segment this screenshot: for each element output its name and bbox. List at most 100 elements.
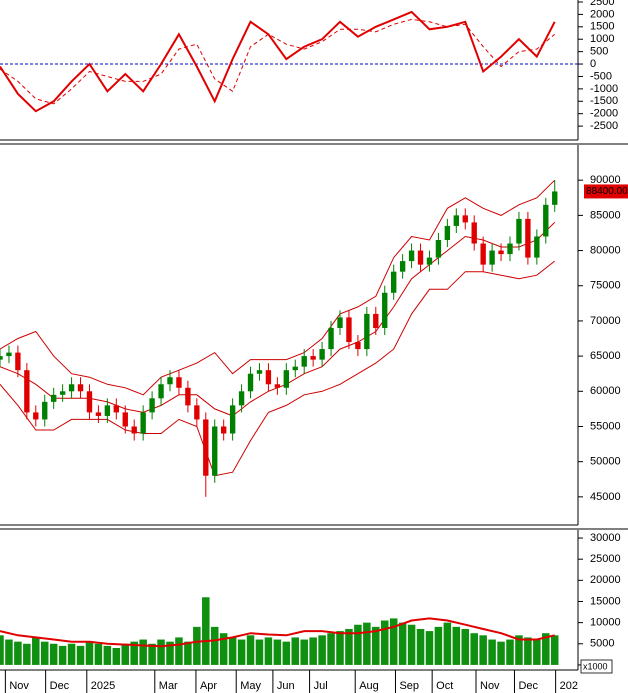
candle-body — [346, 317, 352, 343]
candle-body — [471, 222, 477, 244]
candle-body — [33, 412, 39, 420]
candle-body — [68, 384, 75, 392]
candle-body — [283, 370, 289, 388]
x-tick-label: Oct — [436, 680, 453, 692]
volume-bar — [157, 639, 165, 665]
candle-body — [525, 218, 531, 258]
volume-bar — [542, 633, 550, 665]
volume-bar — [246, 635, 255, 665]
series-line — [0, 18, 556, 105]
candle-body — [77, 384, 84, 392]
x-tick-label: Aug — [359, 680, 379, 692]
candle-body — [167, 377, 173, 385]
candle-body — [391, 271, 397, 293]
x-tick-label: Mar — [159, 680, 178, 692]
y-tick-label: -2000 — [590, 108, 618, 120]
candle-body — [364, 313, 370, 350]
volume-bar — [318, 635, 326, 665]
candle-body — [453, 215, 459, 226]
y-tick-label: 45000 — [590, 491, 621, 503]
volume-bar — [219, 633, 228, 665]
y-tick-label: 30000 — [590, 532, 621, 544]
candle-body — [373, 313, 379, 328]
volume-bar — [461, 628, 470, 665]
volume-bar — [58, 645, 67, 665]
candle-body — [51, 394, 57, 402]
candle-body — [507, 243, 513, 255]
volume-bar — [291, 637, 300, 665]
volume-bar — [76, 645, 85, 665]
x-tick-label: 2025 — [91, 680, 115, 692]
candle-body — [408, 250, 415, 262]
volume-bar — [300, 639, 308, 665]
candle-body — [399, 261, 406, 272]
last-price-box — [584, 184, 628, 199]
volume-bar — [67, 643, 76, 665]
candle-body — [113, 405, 119, 413]
volume-bar — [237, 639, 246, 665]
candle-body — [543, 204, 549, 237]
candle-body — [221, 426, 227, 434]
candle-body — [265, 370, 272, 385]
volume-bar — [515, 635, 523, 665]
candle-body — [59, 391, 66, 395]
candle-body — [86, 391, 93, 413]
x-tick-label: Jul — [314, 680, 328, 692]
x-tick-label: Dec — [50, 680, 70, 692]
volume-bar — [94, 643, 103, 665]
x-tick-label: Apr — [200, 680, 217, 692]
y-tick-label: 70000 — [590, 315, 621, 327]
volume-bar — [166, 641, 174, 665]
candle-body — [176, 377, 182, 388]
candle-body — [319, 349, 325, 360]
volume-bar — [479, 635, 487, 665]
volume-bar — [309, 637, 317, 665]
volume-bar — [425, 631, 434, 665]
y-tick-label: -1500 — [590, 95, 618, 107]
volume-bar — [112, 648, 121, 665]
candle-body — [149, 398, 155, 413]
y-tick-label: 25000 — [590, 553, 621, 565]
volume-bar — [380, 620, 389, 665]
y-tick-label: 60000 — [590, 385, 621, 397]
volume-bar — [228, 637, 237, 665]
candle-body — [203, 419, 209, 476]
unit-box — [580, 659, 613, 674]
volume-bar — [5, 639, 13, 665]
candle-body — [444, 225, 451, 240]
unit-label: x1000 — [583, 661, 608, 671]
volume-bar — [354, 624, 362, 665]
volume-bar — [121, 643, 130, 665]
volume-bar — [345, 628, 353, 665]
volume-bar — [336, 631, 344, 665]
candle-body — [417, 250, 424, 265]
volume-bar — [443, 622, 452, 665]
candle-body — [489, 250, 495, 265]
series-line — [0, 179, 556, 396]
candle-body — [337, 317, 343, 328]
volume-bar — [389, 618, 398, 665]
candle-body — [256, 370, 263, 374]
volume-bar — [363, 622, 371, 665]
volume-bar — [85, 641, 94, 665]
series-line — [0, 617, 555, 648]
candle-body — [498, 250, 504, 255]
candle-body — [131, 426, 137, 434]
volume-bar — [49, 643, 58, 665]
y-tick-label: 20000 — [590, 574, 621, 586]
x-tick-label: May — [240, 680, 261, 692]
y-tick-label: -2500 — [590, 120, 618, 132]
y-tick-label: 85000 — [590, 209, 621, 221]
candle-body — [140, 412, 146, 434]
series-line — [0, 260, 556, 477]
candle-body — [229, 405, 236, 434]
y-tick-label: 0 — [590, 58, 596, 70]
candle-body — [292, 366, 298, 371]
volume-bar — [202, 597, 210, 665]
volume-bar — [193, 626, 201, 665]
y-tick-label: 50000 — [590, 456, 621, 468]
candle-body — [426, 257, 433, 265]
candle-body — [238, 391, 245, 406]
y-tick-label: 15000 — [590, 595, 621, 607]
